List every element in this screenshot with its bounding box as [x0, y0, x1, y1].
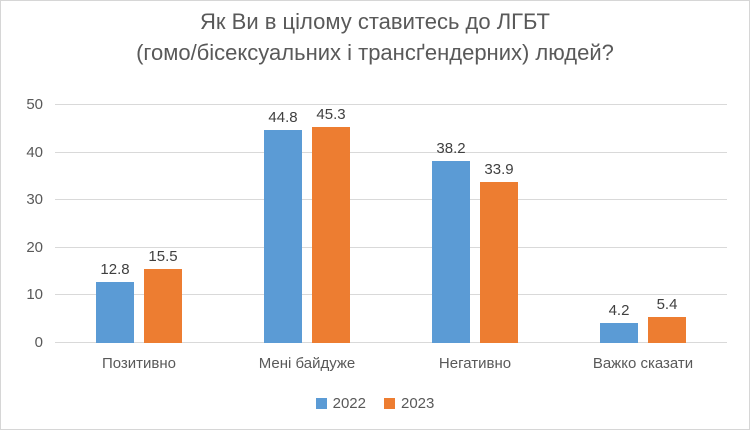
y-axis-tick-label-10: 10	[26, 286, 43, 304]
data-label-2023-category-4: 5.4	[656, 296, 678, 314]
y-axis: 0 10 20 30 40 50	[1, 96, 43, 351]
chart-title-line-2: (гомо/бісексуальних і трансґендерних) лю…	[136, 40, 614, 65]
data-label-2022-category-1: 12.8	[100, 261, 130, 279]
legend-item-2022: 2022	[315, 395, 366, 412]
data-label-2022-category-3: 38.2	[436, 140, 466, 158]
y-axis-tick-label-0: 0	[34, 334, 43, 351]
bar-2023-category-1	[144, 269, 182, 343]
x-axis-category-label-4: Важко сказати	[592, 355, 694, 372]
chart-title-line-1: Як Ви в цілому ставитесь до ЛГБТ	[200, 9, 550, 34]
plot-area: 12.8 15.5 44.8 45.3 38.2 33.9 4.2 5.4	[55, 104, 727, 343]
legend-label-2023: 2023	[401, 395, 435, 412]
y-axis-tick-label-30: 30	[26, 191, 43, 209]
gridline-0	[55, 342, 727, 343]
data-label-2022-category-2: 44.8	[268, 108, 298, 126]
legend-swatch-2023	[384, 398, 395, 409]
data-label-2023-category-2: 45.3	[316, 106, 346, 124]
gridline-10	[55, 294, 727, 296]
bar-2022-category-3	[432, 161, 470, 343]
gridline-20	[55, 246, 727, 248]
y-axis-tick-label-40: 40	[26, 143, 43, 161]
bar-2023-category-2	[312, 127, 350, 343]
x-axis-category-label-3: Негативно	[438, 355, 512, 372]
gridline-40	[55, 151, 727, 153]
bar-2023-category-3	[480, 181, 518, 343]
bar-2022-category-2	[264, 129, 302, 343]
y-axis-tick-label-50: 50	[26, 96, 43, 113]
bar-2023-category-4	[648, 317, 686, 343]
x-axis-labels: Позитивно Мені байдуже Негативно Важко сказ…	[55, 355, 727, 375]
data-label-2022-category-4: 4.2	[608, 302, 630, 320]
data-label-2023-category-3: 33.9	[484, 160, 514, 178]
gridline-50	[55, 104, 727, 105]
x-axis-category-label-2: Мені байдуже	[258, 355, 356, 372]
bar-2022-category-4	[600, 323, 638, 343]
legend-item-2023: 2023	[384, 395, 434, 412]
legend-swatch-2022	[315, 398, 327, 409]
legend: 2022 2023	[1, 395, 749, 412]
chart-title: Як Ви в цілому ставитесь до ЛГБТ (гомо/б…	[1, 6, 749, 68]
legend-label-2022: 2022	[332, 395, 366, 412]
gridline-30	[55, 199, 727, 201]
y-axis-tick-label-20: 20	[26, 238, 43, 256]
bar-2022-category-1	[96, 282, 134, 343]
x-axis-category-label-1: Позитивно	[101, 355, 177, 372]
data-label-2023-category-1: 15.5	[148, 248, 178, 266]
